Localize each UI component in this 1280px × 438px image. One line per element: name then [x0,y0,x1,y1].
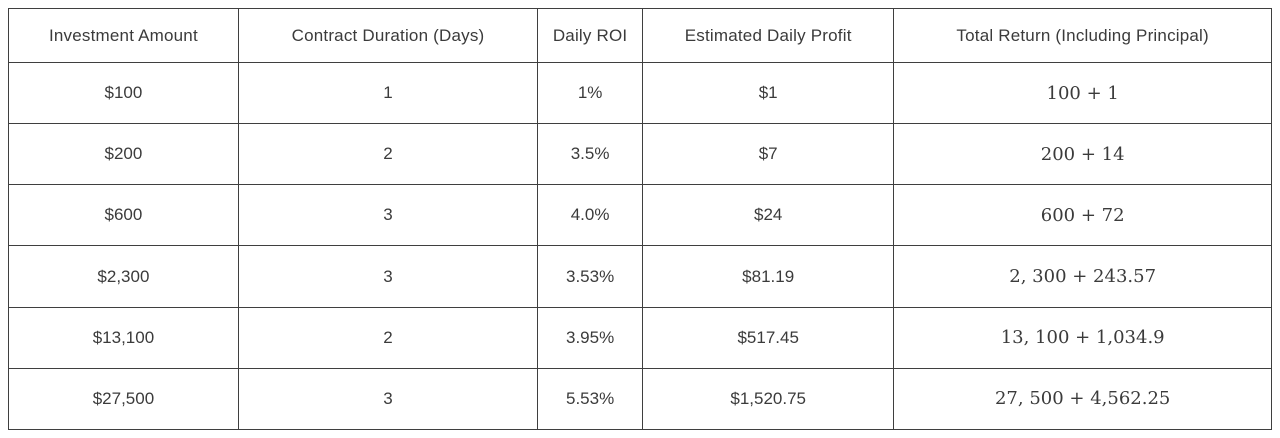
cell-investment-amount: $2,300 [8,245,239,308]
cell-contract-duration: 3 [237,367,539,431]
table-row: $200 2 3.5% $7 200 + 14 [8,123,1272,186]
table-row: $27,500 3 5.53% $1,520.75 27, 500 + 4,56… [8,367,1272,431]
table-row: $2,300 3 3.53% $81.19 2, 300 + 243.57 [8,245,1272,308]
cell-investment-amount: $27,500 [8,367,239,431]
cell-daily-roi: 1% [537,61,644,125]
cell-total-return: 100 + 1 [893,61,1272,125]
header-daily-roi: Daily ROI [537,8,644,63]
cell-daily-roi: 3.5% [537,123,644,186]
cell-investment-amount: $600 [8,184,239,247]
cell-contract-duration: 2 [237,306,539,369]
header-estimated-profit: Estimated Daily Profit [642,8,895,63]
cell-contract-duration: 3 [237,184,539,247]
cell-estimated-profit: $1,520.75 [642,367,895,431]
header-row: Investment Amount Contract Duration (Day… [8,8,1272,63]
cell-daily-roi: 4.0% [537,184,644,247]
table-row: $600 3 4.0% $24 600 + 72 [8,184,1272,247]
investment-roi-table: Investment Amount Contract Duration (Day… [8,8,1272,431]
cell-daily-roi: 5.53% [537,367,644,431]
cell-total-return: 200 + 14 [893,123,1272,186]
cell-investment-amount: $200 [8,123,239,186]
cell-investment-amount: $13,100 [8,306,239,369]
cell-contract-duration: 2 [237,123,539,186]
cell-estimated-profit: $1 [642,61,895,125]
header-investment-amount: Investment Amount [8,8,239,63]
header-contract-duration: Contract Duration (Days) [237,8,539,63]
header-total-return: Total Return (Including Principal) [893,8,1272,63]
cell-estimated-profit: $24 [642,184,895,247]
cell-daily-roi: 3.95% [537,306,644,369]
cell-investment-amount: $100 [8,61,239,125]
table-row: $13,100 2 3.95% $517.45 13, 100 + 1,034.… [8,306,1272,369]
table-row: $100 1 1% $1 100 + 1 [8,61,1272,125]
cell-estimated-profit: $81.19 [642,245,895,308]
cell-estimated-profit: $7 [642,123,895,186]
cell-contract-duration: 3 [237,245,539,308]
cell-daily-roi: 3.53% [537,245,644,308]
cell-estimated-profit: $517.45 [642,306,895,369]
cell-total-return: 2, 300 + 243.57 [893,245,1272,308]
cell-total-return: 13, 100 + 1,034.9 [893,306,1272,369]
cell-total-return: 27, 500 + 4,562.25 [893,367,1272,431]
cell-contract-duration: 1 [237,61,539,125]
cell-total-return: 600 + 72 [893,184,1272,247]
